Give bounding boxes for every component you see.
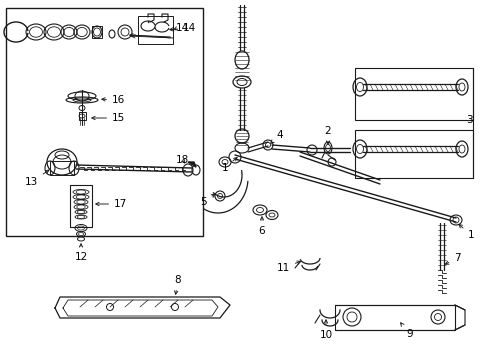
Text: 13: 13 bbox=[25, 170, 49, 187]
Bar bbox=[334, 305, 454, 330]
Text: 2: 2 bbox=[324, 126, 331, 144]
Text: 1: 1 bbox=[221, 157, 237, 173]
Text: 14: 14 bbox=[176, 23, 189, 33]
Text: 17: 17 bbox=[96, 199, 127, 209]
Text: 5: 5 bbox=[200, 194, 214, 207]
Text: 8: 8 bbox=[174, 275, 181, 294]
Bar bbox=[354, 130, 472, 178]
Text: 10: 10 bbox=[319, 320, 332, 340]
Text: 3: 3 bbox=[465, 115, 472, 125]
Text: 9: 9 bbox=[400, 323, 412, 339]
Bar bbox=[70, 185, 92, 227]
Bar bbox=[79, 112, 86, 120]
Text: 11: 11 bbox=[276, 261, 300, 273]
Polygon shape bbox=[187, 162, 196, 167]
Text: 14: 14 bbox=[169, 23, 196, 33]
Text: 12: 12 bbox=[74, 244, 87, 262]
Text: 1: 1 bbox=[458, 224, 474, 240]
Text: 15: 15 bbox=[92, 113, 125, 123]
Bar bbox=[92, 26, 102, 38]
Bar bbox=[6, 8, 203, 236]
Text: 4: 4 bbox=[270, 130, 282, 143]
Bar bbox=[354, 68, 472, 120]
Text: 7: 7 bbox=[445, 253, 460, 264]
Text: 16: 16 bbox=[102, 95, 125, 105]
Text: 6: 6 bbox=[258, 217, 265, 236]
Bar bbox=[138, 16, 173, 44]
Text: 18: 18 bbox=[176, 155, 189, 165]
Bar bbox=[50, 161, 74, 175]
